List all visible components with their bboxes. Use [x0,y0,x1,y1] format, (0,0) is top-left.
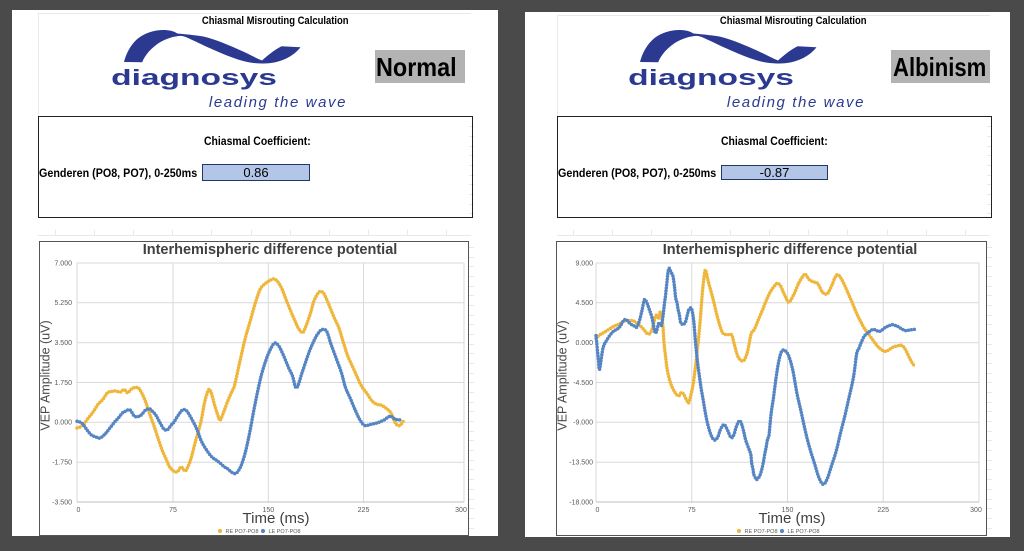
svg-text:75: 75 [169,507,177,514]
svg-text:5.250: 5.250 [54,300,72,307]
svg-text:0.000: 0.000 [575,340,593,347]
svg-text:-9.000: -9.000 [573,420,593,427]
svg-text:7.000: 7.000 [54,260,72,267]
svg-text:-3.500: -3.500 [52,499,72,506]
svg-text:0: 0 [596,507,600,514]
svg-text:LE PO7-PO8: LE PO7-PO8 [788,529,820,535]
svg-text:RE PO7-PO8: RE PO7-PO8 [226,529,259,535]
svg-text:225: 225 [877,507,889,514]
svg-text:225: 225 [358,507,370,514]
svg-text:300: 300 [455,507,467,514]
svg-text:-1.750: -1.750 [52,460,72,467]
svg-text:1.750: 1.750 [54,380,72,387]
svg-text:4.500: 4.500 [575,300,593,307]
svg-text:RE PO7-PO8: RE PO7-PO8 [745,529,778,535]
svg-text:9.000: 9.000 [575,260,593,267]
svg-text:300: 300 [970,507,982,514]
svg-text:3.500: 3.500 [54,340,72,347]
svg-text:150: 150 [262,507,274,514]
svg-text:0: 0 [77,507,81,514]
svg-text:0.000: 0.000 [54,420,72,427]
svg-text:-4.500: -4.500 [573,380,593,387]
svg-text:-18.000: -18.000 [569,499,593,506]
svg-text:75: 75 [688,507,696,514]
svg-text:LE PO7-PO8: LE PO7-PO8 [269,529,301,535]
svg-text:-13.500: -13.500 [569,460,593,467]
svg-text:150: 150 [782,507,794,514]
